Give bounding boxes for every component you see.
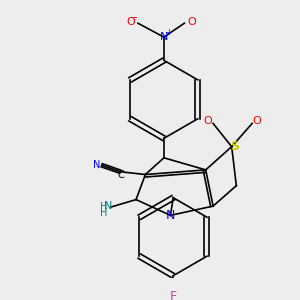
Text: C: C bbox=[118, 170, 124, 180]
Text: +: + bbox=[166, 28, 172, 37]
Text: N: N bbox=[160, 32, 168, 42]
Text: F: F bbox=[169, 290, 177, 300]
Text: O: O bbox=[204, 116, 212, 126]
Text: N: N bbox=[93, 160, 100, 170]
Text: N: N bbox=[166, 209, 175, 222]
Text: H: H bbox=[100, 202, 107, 212]
Text: O: O bbox=[252, 116, 261, 126]
Text: H: H bbox=[100, 208, 107, 218]
Text: O: O bbox=[127, 17, 135, 27]
Text: S: S bbox=[230, 140, 239, 153]
Text: O: O bbox=[187, 17, 196, 27]
Text: −: − bbox=[130, 13, 138, 22]
Text: N: N bbox=[104, 201, 112, 211]
